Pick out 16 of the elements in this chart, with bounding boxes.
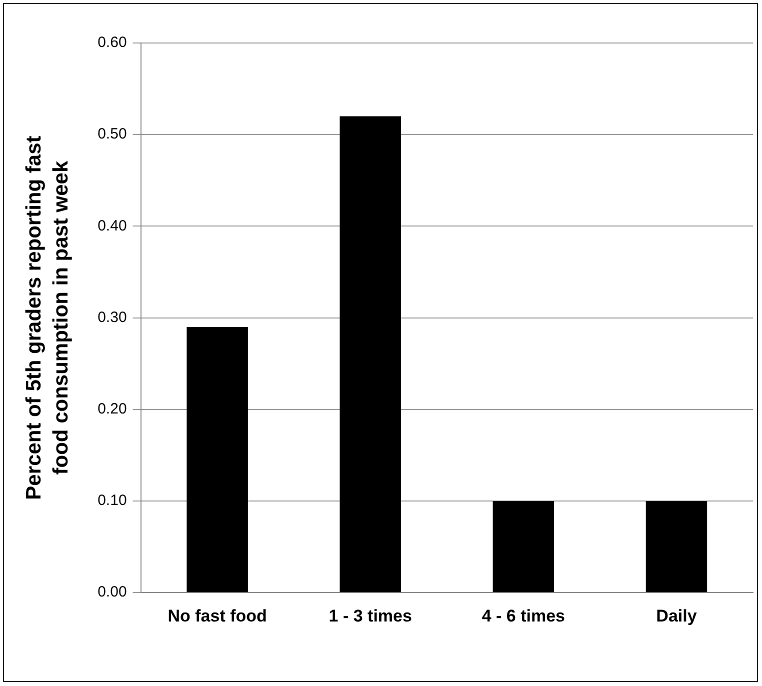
x-tick-label: No fast food	[168, 606, 267, 626]
y-tick-label: 0.30	[98, 308, 127, 326]
x-tick-label: Daily	[656, 606, 698, 626]
y-axis-title: Percent of 5th graders reporting fast food consumption in past week	[22, 136, 73, 500]
y-tick-label: 0.60	[98, 34, 127, 52]
y-tick-label: 0.50	[98, 126, 127, 143]
x-tick-label: 4 - 6 times	[482, 606, 565, 626]
x-tick-label: 1 - 3 times	[328, 606, 412, 626]
bar	[340, 116, 401, 592]
y-tick-label: 0.00	[98, 584, 127, 601]
y-tick-label: 0.10	[98, 492, 127, 510]
bar	[492, 501, 554, 592]
y-tick-label: 0.20	[98, 400, 127, 418]
y-tick-label: 0.40	[98, 217, 127, 234]
bar	[186, 326, 248, 592]
bar	[646, 501, 708, 592]
